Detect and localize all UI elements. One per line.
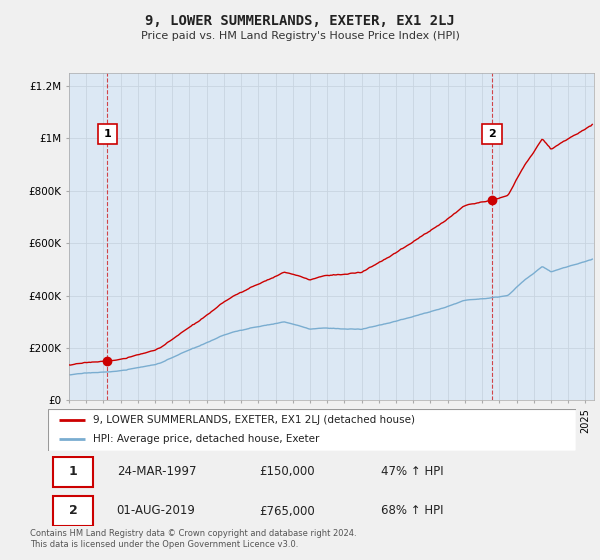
Text: 1: 1 (69, 465, 77, 478)
Text: Price paid vs. HM Land Registry's House Price Index (HPI): Price paid vs. HM Land Registry's House … (140, 31, 460, 41)
Bar (53, 457, 93, 487)
Text: 9, LOWER SUMMERLANDS, EXETER, EX1 2LJ: 9, LOWER SUMMERLANDS, EXETER, EX1 2LJ (145, 14, 455, 28)
Text: 68% ↑ HPI: 68% ↑ HPI (380, 505, 443, 517)
Bar (53, 496, 93, 526)
Text: 2: 2 (69, 505, 77, 517)
Text: HPI: Average price, detached house, Exeter: HPI: Average price, detached house, Exet… (93, 435, 319, 445)
Text: 24-MAR-1997: 24-MAR-1997 (116, 465, 196, 478)
Text: £765,000: £765,000 (259, 505, 315, 517)
Text: 2: 2 (488, 129, 496, 139)
Text: Contains HM Land Registry data © Crown copyright and database right 2024.
This d: Contains HM Land Registry data © Crown c… (30, 529, 356, 549)
Text: 47% ↑ HPI: 47% ↑ HPI (380, 465, 443, 478)
Text: 9, LOWER SUMMERLANDS, EXETER, EX1 2LJ (detached house): 9, LOWER SUMMERLANDS, EXETER, EX1 2LJ (d… (93, 415, 415, 425)
Text: 01-AUG-2019: 01-AUG-2019 (116, 505, 196, 517)
Text: £150,000: £150,000 (259, 465, 315, 478)
Text: 1: 1 (104, 129, 111, 139)
